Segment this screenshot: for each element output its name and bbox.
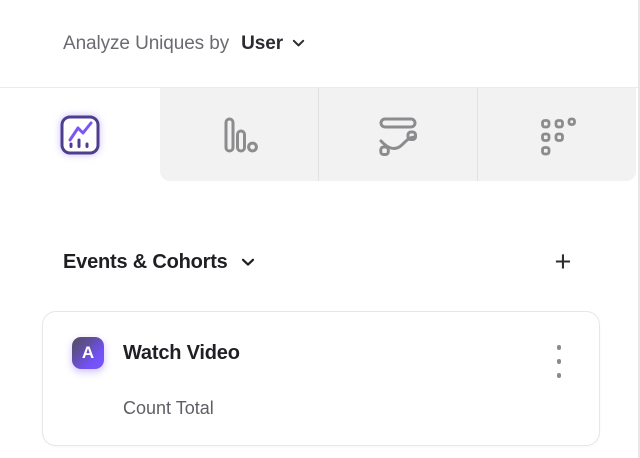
bar-chart-icon xyxy=(224,117,258,152)
kebab-dot xyxy=(556,359,561,364)
line-chart-icon xyxy=(60,115,100,154)
event-name[interactable]: Watch Video xyxy=(123,342,240,364)
flow-lines-icon xyxy=(379,117,417,156)
kebab-dot xyxy=(556,373,561,378)
section-title: Events & Cohorts xyxy=(63,250,228,273)
report-type-tabs xyxy=(0,88,640,181)
analyze-by-selector[interactable]: User xyxy=(241,33,305,55)
event-badge: A xyxy=(72,337,104,369)
analyze-by-value: User xyxy=(241,32,283,54)
tab-flows[interactable] xyxy=(318,88,477,181)
kebab-menu-icon[interactable] xyxy=(555,343,564,380)
chevron-down-icon xyxy=(241,258,254,266)
event-info: Watch Video Count Total xyxy=(123,337,240,419)
analysis-header: Analyze Uniques by User xyxy=(0,0,640,88)
tab-funnels[interactable] xyxy=(160,88,318,181)
event-metric-selector[interactable]: Count Total xyxy=(123,398,214,418)
tab-insights[interactable] xyxy=(0,88,160,181)
panel-divider xyxy=(638,0,640,458)
events-section-header: Events & Cohorts + xyxy=(63,248,600,277)
events-cohorts-dropdown[interactable]: Events & Cohorts xyxy=(63,251,255,274)
tab-retention[interactable] xyxy=(477,88,636,181)
event-card[interactable]: A Watch Video Count Total xyxy=(42,311,600,446)
analyze-uniques-label: Analyze Uniques by xyxy=(63,32,230,54)
chevron-down-icon xyxy=(292,39,305,47)
add-event-button[interactable]: + xyxy=(552,248,574,277)
query-builder-content: Events & Cohorts + A Watch Video Count T… xyxy=(0,248,640,446)
dots-grid-icon xyxy=(541,117,576,155)
inactive-tab-group xyxy=(160,88,636,181)
kebab-dot xyxy=(556,345,561,350)
